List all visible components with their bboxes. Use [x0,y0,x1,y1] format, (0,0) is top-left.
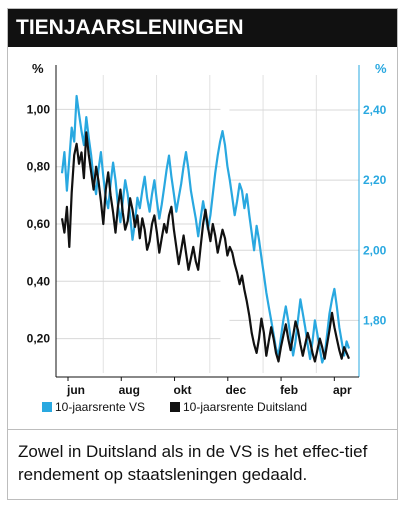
caption-text: Zowel in Duitsland als in de VS is het e… [8,429,397,501]
x-tick-label: okt [174,383,192,397]
legend: 10-jaarsrente VS 10-jaarsrente Duitsland [42,400,307,414]
x-tick-label: apr [333,383,352,397]
left-tick-label: 0,20 [27,332,51,346]
chart-area: % 1,00 0,80 0,60 0,40 0,20% 2,40 2,20 2,00 1,80 ju… [18,55,398,425]
right-tick-label: 2,40 [363,103,387,117]
axes: % 1,00 0,80 0,60 0,40 0,20% 2,40 2,20 2,00 1,80 ju… [27,61,387,397]
left-tick-label: 1,00 [27,102,51,116]
x-tick-label: aug [119,383,140,397]
right-axis-unit: % [375,61,387,76]
x-tick-label: feb [280,383,298,397]
left-tick-label: 0,40 [27,274,51,288]
legend-swatch-duitsland [170,402,180,412]
right-tick-label: 2,20 [363,173,387,187]
left-axis-unit: % [32,61,44,76]
legend-label-vs: 10-jaarsrente VS [55,400,145,414]
line-chart: % 1,00 0,80 0,60 0,40 0,20% 2,40 2,20 2,00 1,80 ju… [27,61,387,414]
x-tick-label: jun [66,383,85,397]
series-line-duitsland [60,131,351,363]
x-tick-label: dec [225,383,246,397]
series-lines [60,94,351,364]
legend-swatch-vs [42,402,52,412]
chart-panel: TIENJAARSLENINGEN % 1,00 0,80 0,60 0,40 0,20%… [7,8,398,500]
legend-label-duitsland: 10-jaarsrente Duitsland [183,400,307,414]
left-tick-label: 0,80 [27,160,51,174]
right-tick-label: 2,00 [363,243,387,257]
right-tick-label: 1,80 [363,313,387,327]
left-tick-label: 0,60 [27,217,51,231]
series-line-vs [60,94,351,364]
chart-title: TIENJAARSLENINGEN [8,9,397,47]
